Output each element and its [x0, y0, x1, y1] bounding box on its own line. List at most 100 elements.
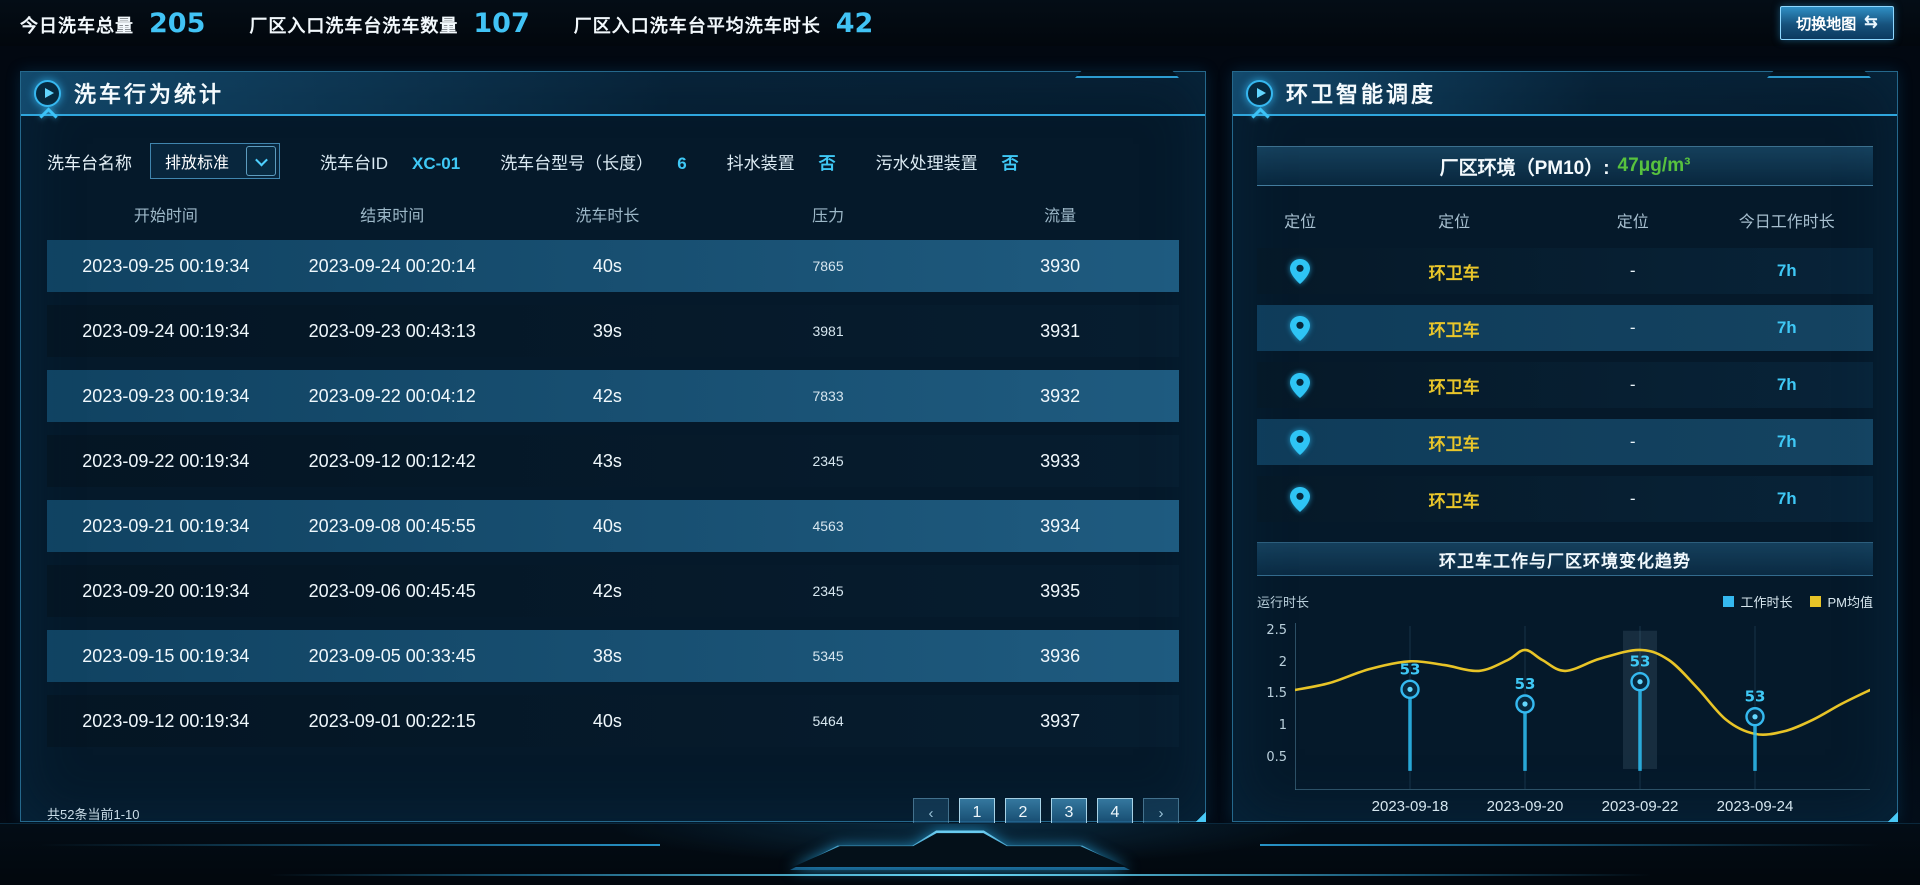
station-name-value: 排放标准 — [165, 155, 230, 172]
table-cell: 39s — [592, 320, 622, 341]
shake-device-group: 抖水装置 否 — [727, 149, 836, 174]
table-cell: 2023-09-22 00:04:12 — [308, 385, 476, 406]
pm10-banner: 厂区环境（PM10）: 47μg/m³ — [1257, 146, 1873, 186]
column-header: 洗车时长 — [575, 208, 640, 225]
legend-label: 工作时长 — [1740, 594, 1793, 610]
marker-value-label: 53 — [1745, 688, 1766, 706]
pm-line-series — [1293, 648, 1872, 736]
table-cell: 2023-09-23 00:19:34 — [82, 385, 250, 406]
table-cell: - — [1629, 261, 1636, 280]
table-cell: 42s — [592, 385, 622, 406]
station-id-group: 洗车台ID XC-01 — [320, 149, 460, 174]
vehicle-hours: 7h — [1776, 375, 1797, 394]
station-name-select[interactable]: 排放标准 — [150, 143, 280, 179]
table-cell: 2023-09-25 00:19:34 — [82, 255, 250, 276]
station-id-value: XC-01 — [412, 153, 461, 173]
table-cell: 40s — [592, 515, 622, 536]
table-cell: 2023-09-05 00:33:45 — [308, 645, 476, 666]
shake-device-value: 否 — [818, 153, 836, 173]
table-cell: - — [1629, 489, 1636, 508]
table-cell: 2023-09-23 00:43:13 — [308, 320, 476, 341]
map-pin-icon[interactable] — [1290, 429, 1311, 455]
y-tick-label: 2.5 — [1266, 622, 1287, 638]
main-content: 洗车行为统计 洗车台名称 排放标准 洗车台ID XC-01 洗车台型号（长度） … — [0, 46, 1920, 829]
chart-legend: 工作时长 PM均值 — [1723, 592, 1873, 611]
legend-swatch — [1723, 595, 1735, 607]
vehicle-name-link[interactable]: 环卫车 — [1428, 491, 1480, 511]
legend-label: PM均值 — [1827, 594, 1873, 610]
stat-label: 今日洗车总量 — [20, 15, 134, 36]
y-tick-label: 1.5 — [1266, 686, 1287, 702]
map-pin-icon[interactable] — [1290, 486, 1311, 512]
table-row: 2023-09-20 00:19:34 2023-09-06 00:45:45 42… — [47, 565, 1179, 617]
table-cell: 3981 — [812, 323, 844, 339]
vehicle-hours: 7h — [1776, 318, 1797, 337]
top-stat-bar: 今日洗车总量 205 厂区入口洗车台洗车数量 107 厂区入口洗车台平均洗车时长 42 切… — [0, 0, 1920, 46]
vehicle-table-header: 定位 定位 定位 今日工作时长 — [1257, 208, 1873, 232]
vehicle-hours: 7h — [1776, 489, 1797, 508]
sanitation-dispatch-body: 厂区环境（PM10）: 47μg/m³ 定位 定位 定位 今日工作时长 环卫车 -7h 环… — [1233, 146, 1897, 851]
table-cell: 2023-09-08 00:45:55 — [308, 515, 476, 536]
table-cell: 2023-09-20 00:19:34 — [82, 580, 250, 601]
marker-value-label: 53 — [1515, 675, 1536, 693]
vehicle-name-link[interactable]: 环卫车 — [1428, 434, 1480, 454]
marker-dot — [1752, 714, 1758, 720]
switch-map-button[interactable]: 切换地图 ⇆ — [1780, 6, 1894, 40]
swap-arrows-icon: ⇆ — [1864, 14, 1878, 31]
marker-dot — [1407, 686, 1413, 692]
stat-item: 厂区入口洗车台平均洗车时长 42 — [574, 8, 874, 39]
legend-item: PM均值 — [1810, 592, 1873, 611]
column-header: 定位 — [1438, 214, 1471, 231]
table-cell: 2023-09-24 00:19:34 — [82, 320, 250, 341]
table-cell: 42s — [592, 580, 622, 601]
chart-x-ticks: 2023-09-18 2023-09-20 2023-09-22 2023-09-24 — [1257, 794, 1873, 820]
marker-value-label: 53 — [1630, 653, 1651, 671]
station-model-value: 6 — [677, 153, 687, 173]
marker-dot — [1637, 679, 1643, 685]
vehicle-name-link[interactable]: 环卫车 — [1428, 320, 1480, 340]
next-page-button[interactable]: › — [1143, 797, 1179, 829]
header-chevron-decoration — [39, 107, 58, 126]
table-cell: 3937 — [1040, 710, 1081, 731]
vehicle-name-link[interactable]: 环卫车 — [1428, 263, 1480, 283]
chevron-down-icon[interactable] — [246, 146, 276, 176]
table-cell — [1257, 258, 1343, 284]
table-cell: 2023-09-06 00:45:45 — [308, 580, 476, 601]
vehicle-name-link[interactable]: 环卫车 — [1428, 377, 1480, 397]
x-tick-label: 2023-09-24 — [1716, 798, 1794, 815]
chart-marker: 53 — [1630, 653, 1651, 771]
table-row: 2023-09-21 00:19:34 2023-09-08 00:45:55 40… — [47, 500, 1179, 552]
page-button[interactable]: 2 — [1005, 797, 1041, 829]
map-pin-icon[interactable] — [1290, 315, 1311, 341]
table-cell: 2345 — [812, 583, 844, 599]
filter-row: 洗车台名称 排放标准 洗车台ID XC-01 洗车台型号（长度） 6 抖水装置 … — [47, 142, 1179, 180]
table-cell: - — [1629, 318, 1636, 337]
panel-title: 环卫智能调度 — [1286, 82, 1437, 107]
map-pin-icon[interactable] — [1290, 372, 1311, 398]
table-cell: 2023-09-22 00:19:34 — [82, 450, 250, 471]
table-cell: - — [1629, 375, 1636, 394]
vehicle-table-rows: 环卫车 - 7h 环卫车 - 7h 环卫车 - 7h 环卫车 - 7h 环卫车 - 7h — [1257, 248, 1873, 522]
table-cell: 3932 — [1040, 385, 1081, 406]
vehicle-row: 环卫车 - 7h — [1257, 248, 1873, 294]
page-button[interactable]: 4 — [1097, 797, 1133, 829]
table-cell: 5345 — [812, 648, 844, 664]
marker-value-label: 53 — [1400, 660, 1421, 678]
x-tick-label: 2023-09-22 — [1601, 798, 1679, 815]
chart-svg: 53 53 53 53 — [1293, 623, 1872, 790]
column-header: 压力 — [812, 208, 845, 225]
prev-page-button[interactable]: ‹ — [913, 797, 949, 829]
stat-item: 今日洗车总量 205 — [20, 8, 205, 39]
legend-item: 工作时长 — [1723, 592, 1792, 611]
table-cell — [1257, 429, 1343, 455]
y-tick-label: 0.5 — [1266, 750, 1287, 766]
table-cell: 3930 — [1040, 255, 1081, 276]
map-pin-icon[interactable] — [1290, 258, 1311, 284]
vehicle-row: 环卫车 - 7h — [1257, 362, 1873, 408]
table-cell: 3933 — [1040, 450, 1081, 471]
table-cell — [1257, 486, 1343, 512]
table-cell — [1257, 315, 1343, 341]
sewage-device-label: 污水处理装置 — [875, 153, 978, 173]
chart-head: 运行时长 工作时长 PM均值 — [1257, 590, 1873, 612]
stat-group: 今日洗车总量 205 厂区入口洗车台洗车数量 107 厂区入口洗车台平均洗车时长 42 — [20, 8, 873, 39]
